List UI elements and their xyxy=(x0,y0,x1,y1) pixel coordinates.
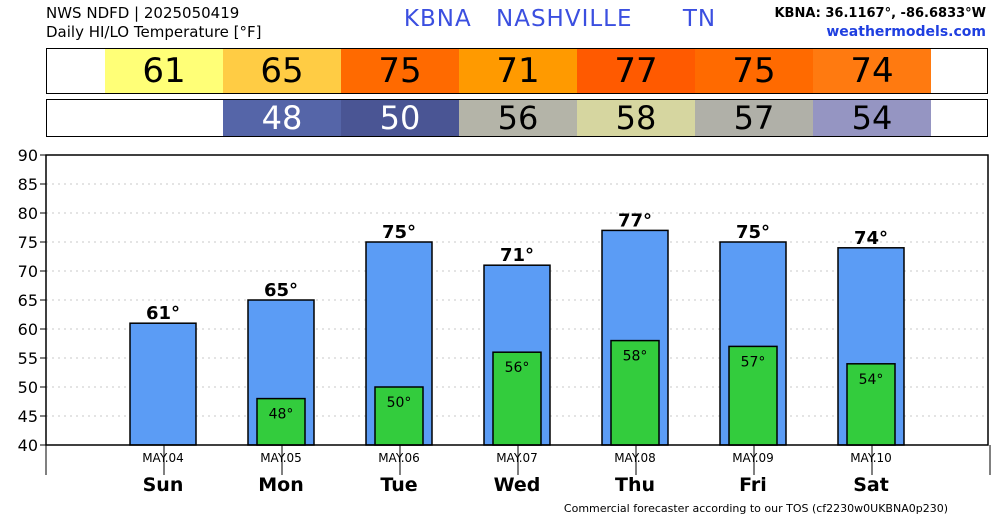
date-label-wed: MAY.07 xyxy=(496,451,538,465)
day-label-sat: Sat xyxy=(853,474,889,496)
lo-cell-sat: 54 xyxy=(813,99,931,137)
day-label-mon: Mon xyxy=(258,474,304,496)
hi-label-tue: 75° xyxy=(382,222,416,243)
hi-label-sat: 74° xyxy=(854,228,888,249)
hi-label-sun: 61° xyxy=(146,303,180,324)
y-tick-label: 70 xyxy=(18,262,38,281)
lo-label-tue: 50° xyxy=(387,395,412,411)
y-tick-label: 60 xyxy=(18,320,38,339)
lo-cell-mon: 48 xyxy=(223,99,341,137)
site-link[interactable]: weathermodels.com xyxy=(826,24,986,40)
station-id: KBNA xyxy=(403,6,472,32)
lo-label-mon: 48° xyxy=(269,407,294,423)
state-name: TN xyxy=(682,6,717,32)
hi-cell-mon: 65 xyxy=(223,49,341,93)
date-label-thu: MAY.08 xyxy=(614,451,656,465)
y-tick-label: 85 xyxy=(18,175,38,194)
lo-bar-thu xyxy=(610,339,660,446)
hi-cell-sat: 74 xyxy=(813,49,931,93)
date-label-tue: MAY.06 xyxy=(378,451,420,465)
footer-note: Commercial forecaster according to our T… xyxy=(563,502,948,515)
header-left: NWS NDFD | 2025050419 Daily HI/LO Temper… xyxy=(46,4,262,42)
station-coords: KBNA: 36.1167°, -86.6833°W xyxy=(774,6,986,21)
day-label-fri: Fri xyxy=(739,474,767,496)
location-title: KBNA NASHVILLE TN xyxy=(360,6,760,32)
hi-cell-fri: 75 xyxy=(695,49,813,93)
plot-frame xyxy=(45,154,989,446)
source-label: NWS NDFD | 2025050419 xyxy=(46,4,240,22)
lo-bar-mon xyxy=(256,397,306,446)
hi-label-wed: 71° xyxy=(500,245,534,266)
header-right: KBNA: 36.1167°, -86.6833°W weathermodels… xyxy=(774,4,986,42)
lo-cell-thu: 58 xyxy=(577,99,695,137)
hi-label-fri: 75° xyxy=(736,222,770,243)
city-name: NASHVILLE xyxy=(496,6,633,32)
lo-cell-wed: 56 xyxy=(459,99,577,137)
hi-cell-thu: 77 xyxy=(577,49,695,93)
lo-bar-fri xyxy=(728,345,778,446)
day-label-wed: Wed xyxy=(494,474,541,496)
hi-cell-wed: 71 xyxy=(459,49,577,93)
lo-label-sat: 54° xyxy=(859,372,884,388)
y-tick-label: 40 xyxy=(18,436,38,455)
y-tick-label: 65 xyxy=(18,291,38,310)
y-tick-label: 55 xyxy=(18,349,38,368)
hi-cell-sun: 61 xyxy=(105,49,223,93)
temperature-chart: 40 45 50 55 60 65 70 75 80 85 90 61° MAY.04 Sun 65° 48°… xyxy=(18,146,991,496)
lo-label-wed: 56° xyxy=(505,360,530,376)
hi-label-mon: 65° xyxy=(264,280,298,301)
date-label-sat: MAY.10 xyxy=(850,451,892,465)
product-label: Daily HI/LO Temperature [°F] xyxy=(46,23,262,41)
y-tick-label: 45 xyxy=(18,407,38,426)
y-tick-label: 75 xyxy=(18,233,38,252)
hi-label-thu: 77° xyxy=(618,210,652,231)
lo-bar-tue xyxy=(374,386,424,446)
day-label-thu: Thu xyxy=(615,474,655,496)
y-tick-label: 90 xyxy=(18,146,38,165)
day-label-sun: Sun xyxy=(143,474,184,496)
y-tick-label: 50 xyxy=(18,378,38,397)
lo-temp-strip: 48 50 56 58 57 54 xyxy=(46,99,988,137)
date-label-sun: MAY.04 xyxy=(142,451,184,465)
lo-bar-wed xyxy=(492,351,542,446)
lo-label-fri: 57° xyxy=(741,354,766,370)
date-label-mon: MAY.05 xyxy=(260,451,302,465)
lo-cell-tue: 50 xyxy=(341,99,459,137)
lo-cell-sun xyxy=(105,100,223,136)
hi-temp-strip: 61 65 75 71 77 75 74 xyxy=(46,48,988,94)
date-label-fri: MAY.09 xyxy=(732,451,774,465)
lo-cell-fri: 57 xyxy=(695,99,813,137)
day-label-tue: Tue xyxy=(380,474,417,496)
lo-bar-sat xyxy=(846,363,896,446)
hi-cell-tue: 75 xyxy=(341,49,459,93)
y-tick-label: 80 xyxy=(18,204,38,223)
hi-bar-sun xyxy=(129,322,197,446)
lo-label-thu: 58° xyxy=(623,349,648,365)
